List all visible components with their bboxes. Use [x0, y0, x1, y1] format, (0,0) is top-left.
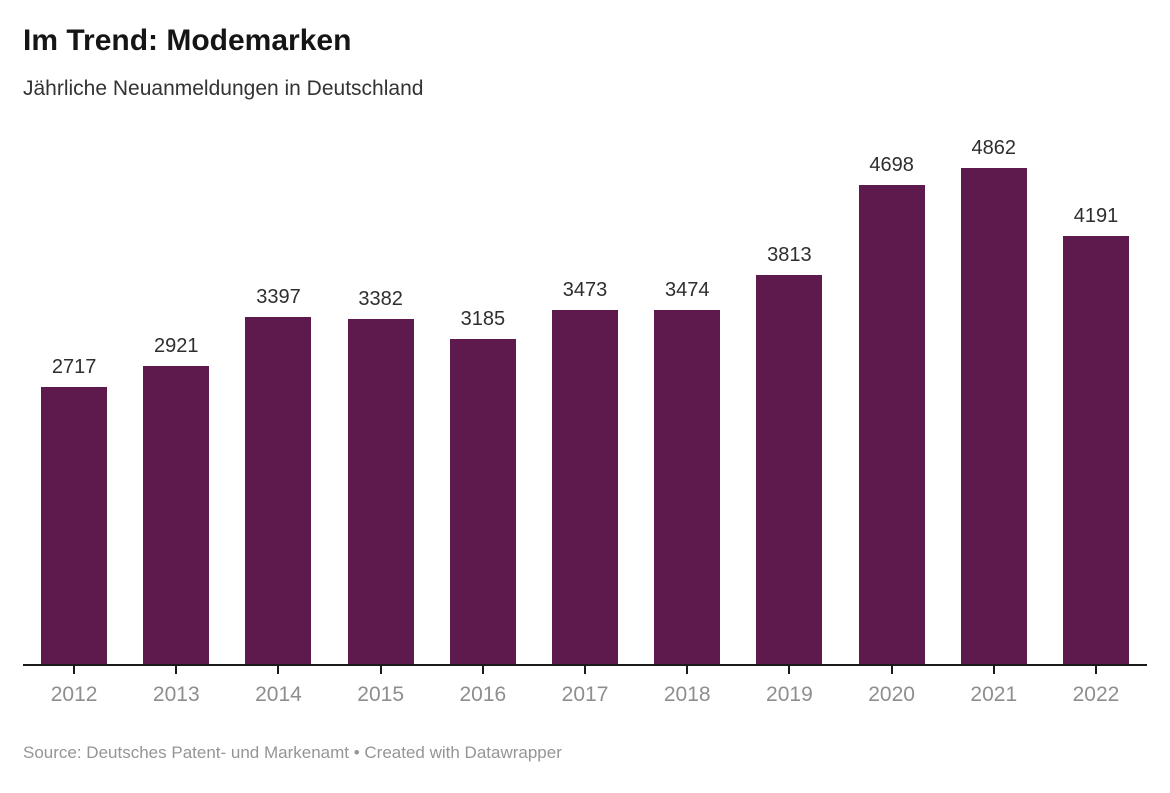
x-axis: 2012 2013 2014 2015 2016 2017 2018 2019 2020 2021… — [23, 665, 1147, 707]
bar-2021 — [960, 167, 1027, 664]
x-axis-column-2016: 2016 — [432, 665, 534, 707]
bar-column-2022: 4191 — [1045, 168, 1147, 664]
bar-value-label: 3474 — [664, 278, 710, 301]
bar-value-label: 3473 — [562, 278, 608, 301]
x-axis-tick-label: 2014 — [255, 682, 302, 706]
bar-2022 — [1062, 235, 1129, 664]
bar-2015 — [347, 318, 414, 664]
bar-column-2016: 3185 — [432, 168, 534, 664]
x-axis-tick — [788, 665, 791, 674]
bar-2016 — [449, 338, 516, 664]
chart-title: Im Trend: Modemarken — [23, 24, 352, 57]
bar-column-2021: 4862 — [943, 137, 1045, 664]
x-axis-column-2017: 2017 — [534, 665, 636, 707]
x-axis-tick-label: 2015 — [357, 682, 405, 706]
x-axis-tick — [584, 665, 587, 674]
x-axis-column-2013: 2013 — [125, 665, 227, 707]
bar-chart: 2717 2921 3397 3382 3185 3473 3474 3813 4698 4862… — [23, 137, 1147, 707]
x-axis-tick-label: 2022 — [1072, 682, 1120, 706]
bar-column-2015: 3382 — [330, 168, 432, 664]
x-axis-tick-label: 2019 — [766, 682, 813, 706]
x-axis-tick-label: 2016 — [459, 682, 507, 706]
x-axis-tick-label: 2017 — [561, 682, 609, 706]
x-axis-tick — [73, 665, 76, 674]
x-axis-tick — [379, 665, 382, 674]
bar-value-label: 3397 — [256, 285, 301, 308]
x-axis-tick-label: 2012 — [50, 682, 98, 706]
bar-column-2017: 3473 — [534, 168, 636, 664]
bar-column-2013: 2921 — [125, 168, 227, 664]
chart-subtitle: Jährliche Neuanmeldungen in Deutschland — [23, 76, 424, 100]
x-axis-column-2015: 2015 — [330, 665, 432, 707]
bar-value-label: 2717 — [51, 355, 97, 378]
x-axis-column-2014: 2014 — [227, 665, 329, 707]
x-axis-column-2022: 2022 — [1045, 665, 1147, 707]
bar-2018 — [654, 309, 721, 664]
bar-column-2020: 4698 — [841, 154, 943, 664]
bar-column-2018: 3474 — [636, 168, 738, 664]
x-axis-tick-label: 2021 — [970, 682, 1018, 706]
bar-2012 — [41, 386, 108, 664]
x-axis-tick-label: 2020 — [868, 682, 915, 706]
bar-value-label: 2921 — [154, 334, 199, 357]
bar-value-label: 3813 — [767, 243, 812, 266]
bar-column-2019: 3813 — [738, 168, 840, 664]
plot-area: 2717 2921 3397 3382 3185 3473 3474 3813 4698 4862… — [23, 137, 1147, 666]
bar-value-label: 3185 — [460, 307, 506, 330]
x-axis-tick-label: 2013 — [152, 682, 200, 706]
bar-column-2014: 3397 — [227, 168, 329, 664]
bar-value-label: 4698 — [869, 153, 914, 176]
bar-2017 — [552, 309, 619, 664]
x-axis-tick — [890, 665, 893, 674]
x-axis-tick-label: 2018 — [663, 682, 711, 706]
bar-2013 — [143, 365, 210, 664]
bar-2020 — [858, 184, 925, 664]
x-axis-column-2019: 2019 — [738, 665, 840, 707]
x-axis-column-2020: 2020 — [841, 665, 943, 707]
bar-2014 — [245, 316, 312, 664]
bar-value-label: 4191 — [1073, 204, 1119, 227]
x-axis-tick — [175, 665, 178, 674]
source-line: Source: Deutsches Patent- und Markenamt … — [23, 742, 562, 762]
bar-2019 — [756, 274, 823, 664]
x-axis-tick — [686, 665, 689, 674]
x-axis-column-2012: 2012 — [23, 665, 125, 707]
x-axis-tick — [992, 665, 995, 674]
x-axis-tick — [481, 665, 484, 674]
x-axis-tick — [1094, 665, 1097, 674]
x-axis-column-2021: 2021 — [943, 665, 1045, 707]
bar-value-label: 4862 — [971, 136, 1017, 159]
x-axis-tick — [277, 665, 280, 674]
x-axis-column-2018: 2018 — [636, 665, 738, 707]
bar-column-2012: 2717 — [23, 168, 125, 664]
bar-value-label: 3382 — [358, 287, 403, 310]
